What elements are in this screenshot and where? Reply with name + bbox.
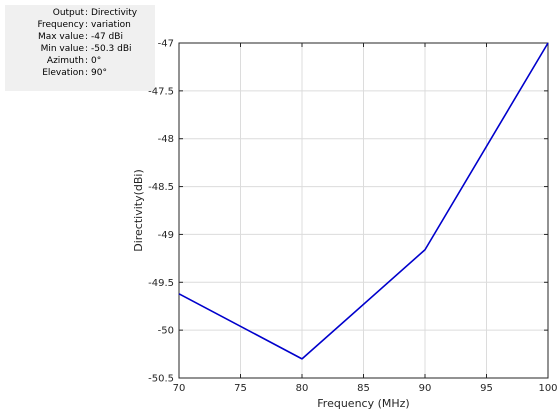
info-label: Min value bbox=[40, 44, 84, 54]
y-tick-label: -49 bbox=[158, 230, 174, 241]
info-row-elevation: Elevation : 90° bbox=[5, 67, 155, 79]
info-value: -47 dBi bbox=[91, 32, 123, 42]
y-tick-label: -50.5 bbox=[148, 374, 174, 385]
series-line bbox=[178, 42, 549, 360]
info-separator: : bbox=[85, 20, 89, 30]
y-tick-label: -50 bbox=[158, 326, 174, 337]
info-row-min-value: Min value : -50.3 dBi bbox=[5, 43, 155, 55]
info-row-frequency: Frequency : variation bbox=[5, 19, 155, 31]
info-value: 90° bbox=[91, 68, 107, 78]
info-row-azimuth: Azimuth : 0° bbox=[5, 55, 155, 67]
info-separator: : bbox=[85, 68, 89, 78]
info-value: -50.3 dBi bbox=[91, 44, 132, 54]
info-row-output: Output : Directivity bbox=[5, 7, 155, 19]
info-label: Max value bbox=[37, 32, 84, 42]
y-tick-label: -49.5 bbox=[148, 278, 174, 289]
y-tick-label: -47 bbox=[158, 39, 174, 50]
y-tick-label: -47.5 bbox=[148, 86, 174, 97]
series-layer bbox=[178, 42, 549, 360]
info-label: Output bbox=[52, 8, 84, 18]
x-axis-label: Frequency (MHz) bbox=[317, 397, 409, 410]
info-separator: : bbox=[85, 44, 89, 54]
x-tick-label: 95 bbox=[480, 383, 493, 394]
info-value: 0° bbox=[91, 56, 102, 66]
x-tick-label: 90 bbox=[419, 383, 432, 394]
info-value: variation bbox=[91, 20, 131, 30]
info-value: Directivity bbox=[91, 8, 138, 18]
x-tick-label: 70 bbox=[173, 383, 186, 394]
info-panel: Output : Directivity Frequency : variati… bbox=[5, 5, 155, 91]
info-separator: : bbox=[85, 32, 89, 42]
y-tick-label: -48.5 bbox=[148, 182, 174, 193]
info-separator: : bbox=[85, 56, 89, 66]
y-tick-label: -48 bbox=[158, 134, 174, 145]
info-label: Azimuth bbox=[46, 56, 84, 66]
x-tick-label: 75 bbox=[234, 383, 247, 394]
info-label: Elevation bbox=[42, 68, 84, 78]
x-tick-label: 85 bbox=[357, 383, 370, 394]
info-row-max-value: Max value : -47 dBi bbox=[5, 31, 155, 43]
info-separator: : bbox=[85, 8, 89, 18]
info-label: Frequency bbox=[37, 20, 85, 30]
y-axis-label: Directivity(dBi) bbox=[132, 169, 145, 252]
x-tick-label: 80 bbox=[296, 383, 309, 394]
grid bbox=[178, 42, 549, 379]
x-tick-label: 100 bbox=[538, 383, 557, 394]
axis-ticks: 70 75 80 85 90 95 100 -50.5 -50 -49.5 -49 -48.5 -48 -… bbox=[148, 39, 557, 395]
